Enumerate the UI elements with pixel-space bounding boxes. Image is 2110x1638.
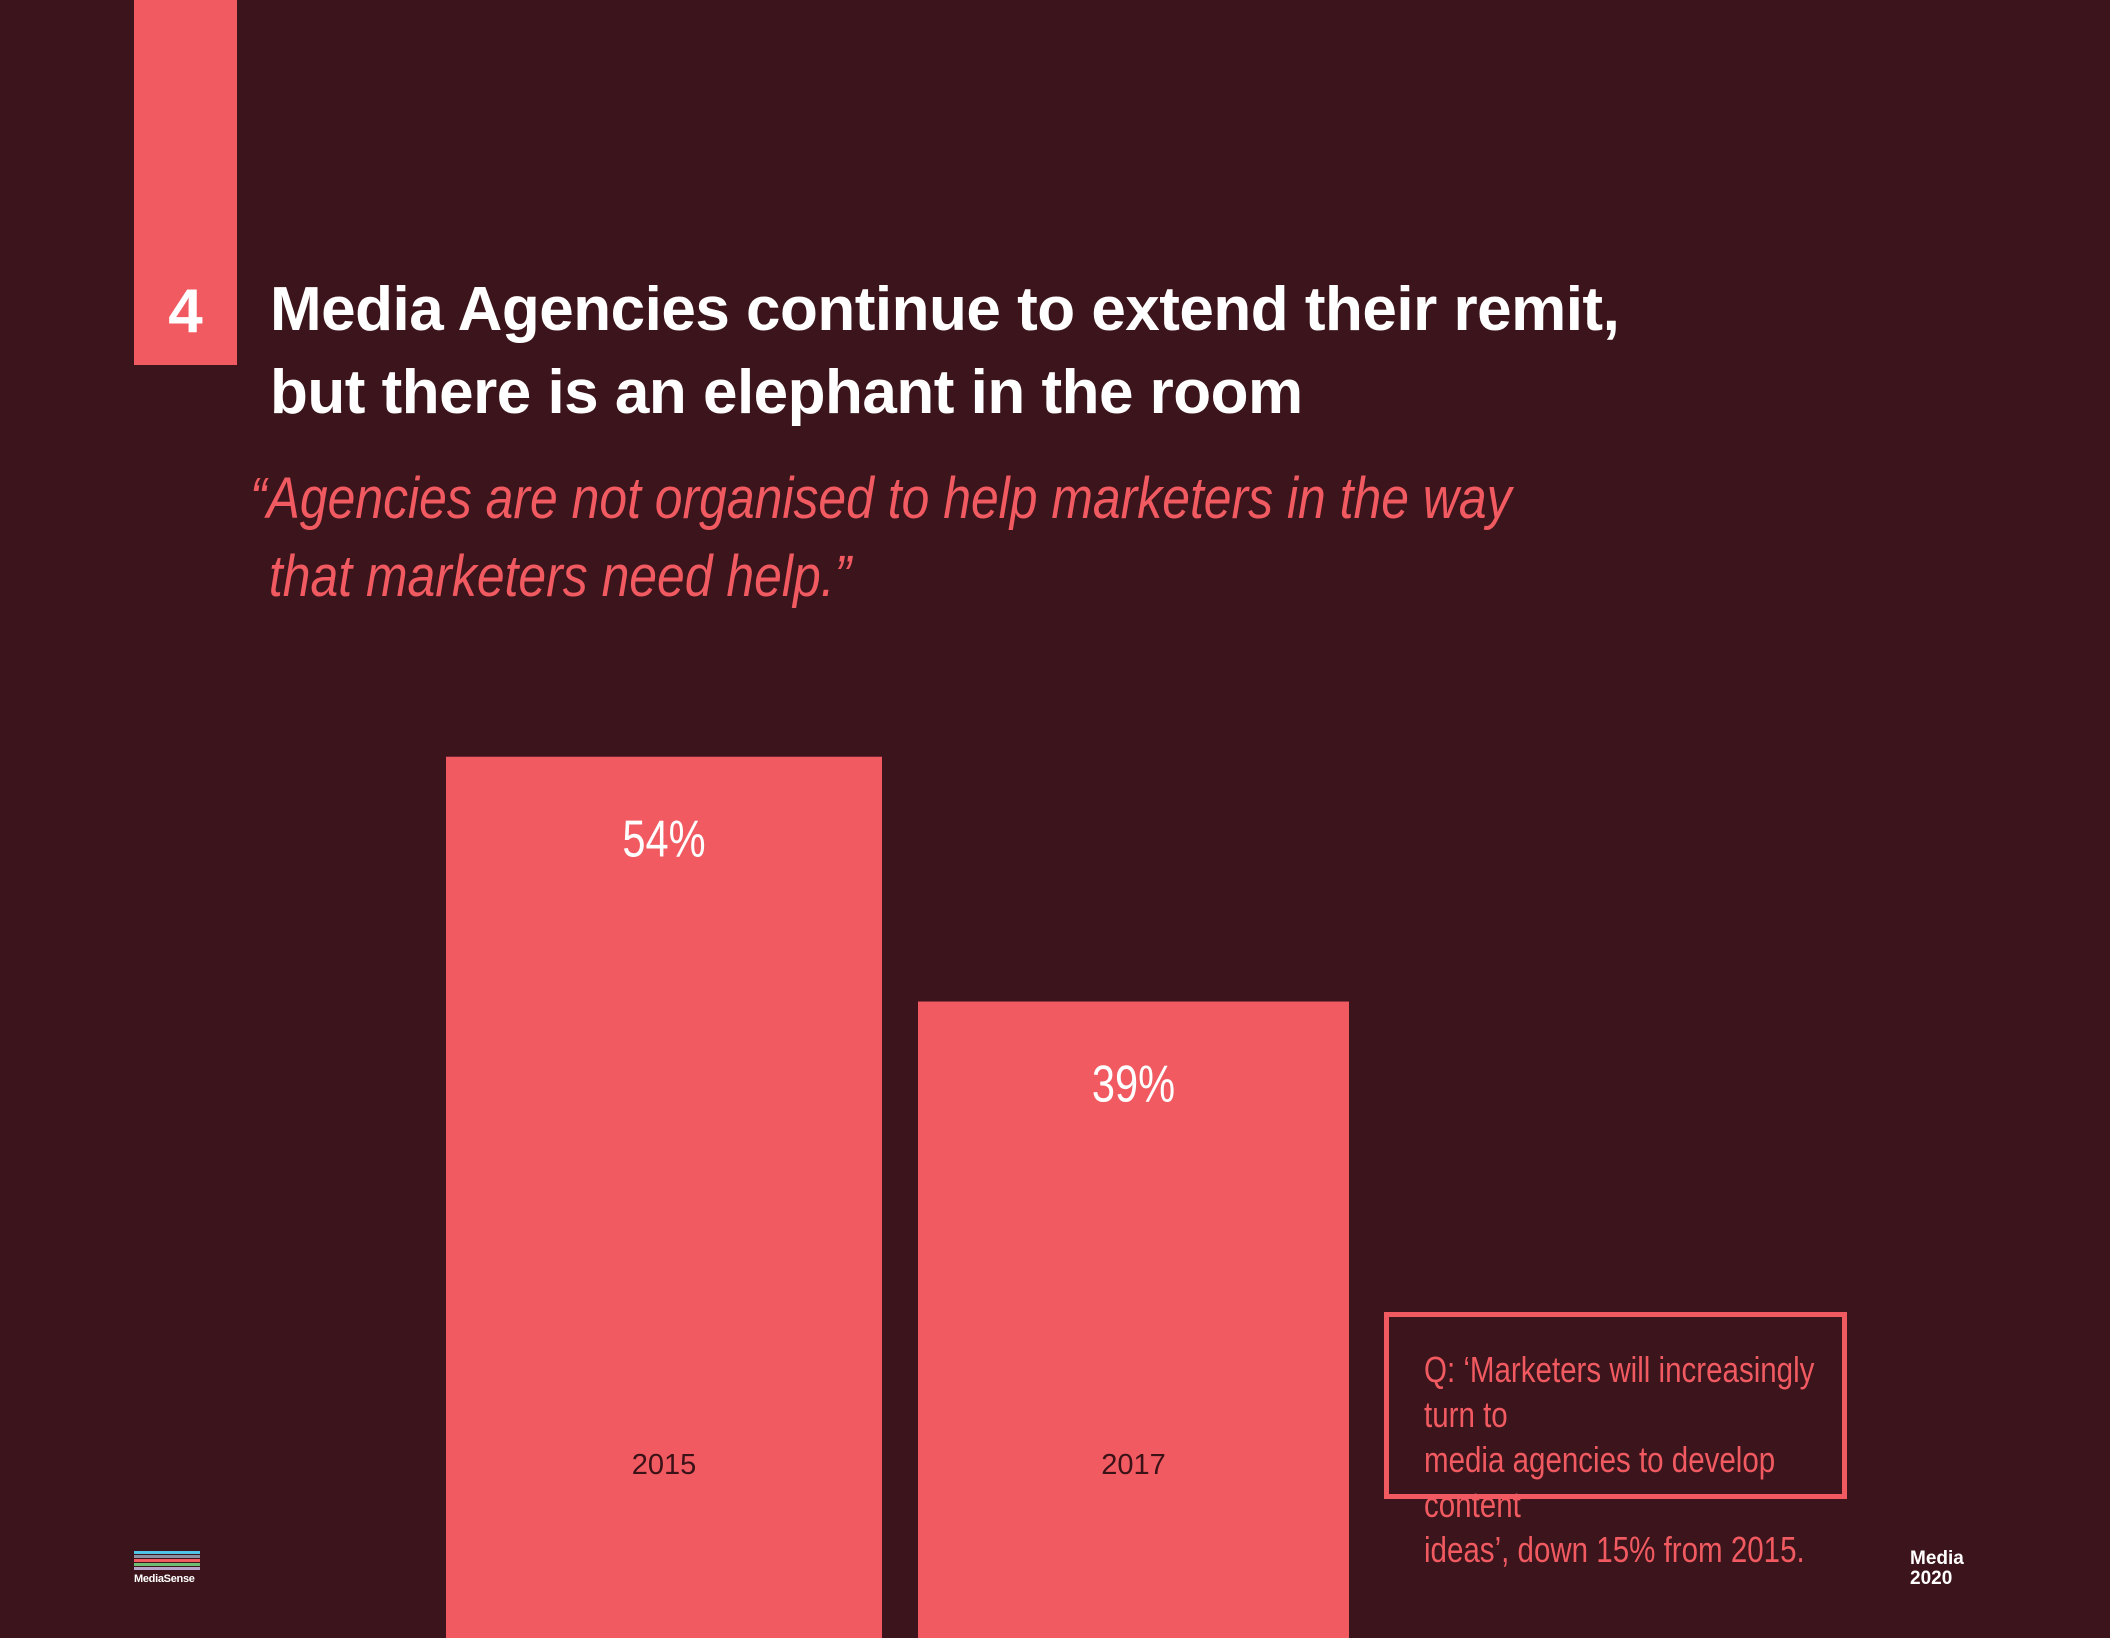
question-note-text: Q: ‘Marketers will increasingly turn to … (1424, 1349, 1815, 1570)
section-tab (134, 0, 237, 365)
value-label-2015: 54% (622, 809, 705, 868)
pull-quote-line-2: that marketers need help.” (268, 544, 852, 609)
section-number: 4 (168, 277, 203, 346)
value-label-2017: 39% (1092, 1054, 1175, 1113)
category-label-2015: 2015 (632, 1449, 697, 1481)
page-title-line-2: but there is an elephant in the room (270, 358, 1303, 427)
publication-mark: Media 2020 (1910, 1549, 1964, 1589)
question-note-box: Q: ‘Marketers will increasingly turn to … (1384, 1312, 1847, 1570)
mediasense-logo: MediaSense (134, 1551, 202, 1589)
pull-quote-line-1: “Agencies are not organised to help mark… (250, 466, 1512, 531)
category-label-2017: 2017 (1101, 1449, 1166, 1481)
brand-stripes-icon (134, 1551, 200, 1570)
bar-2015 (446, 756, 882, 1638)
pull-quote: “Agencies are not organised to help mark… (250, 460, 1512, 616)
bar-2017 (918, 1001, 1349, 1638)
publication-mark-line-1: Media (1910, 1548, 1964, 1569)
page-title-line-1: Media Agencies continue to extend their … (270, 275, 1620, 344)
brand-name: MediaSense (134, 1573, 195, 1585)
publication-mark-line-2: 2020 (1910, 1568, 1953, 1589)
page-title: Media Agencies continue to extend their … (270, 268, 1870, 434)
